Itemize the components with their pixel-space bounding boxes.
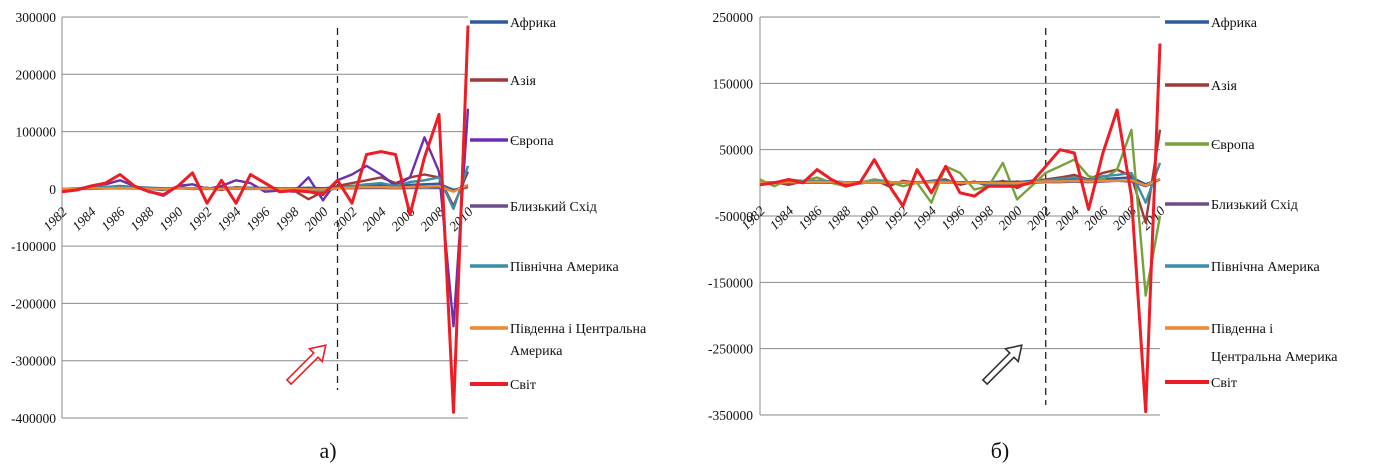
y-tick-label: 200000 <box>16 67 57 82</box>
x-tick-label: 1992 <box>881 203 911 233</box>
series-line-6 <box>759 177 1161 187</box>
x-tick-label: 1984 <box>69 204 99 234</box>
x-tick-label: 2002 <box>1024 203 1054 233</box>
x-tick-label: 2004 <box>359 204 389 234</box>
x-tick-label: 1990 <box>156 204 186 234</box>
legend-label: Південна і <box>1211 322 1273 337</box>
y-tick-label: 0 <box>49 182 56 197</box>
legend-label: Азія <box>1211 79 1238 94</box>
x-tick-label: 2000 <box>301 204 331 234</box>
y-tick-label: -250000 <box>708 342 753 357</box>
y-tick-label: -350000 <box>708 408 753 423</box>
legend-label: Північна Америка <box>1211 260 1321 275</box>
legend-label: Африка <box>1211 16 1258 31</box>
y-tick-label: -300000 <box>11 354 56 369</box>
x-tick-label: 1994 <box>214 204 244 234</box>
x-tick-label: 1998 <box>967 203 997 233</box>
legend-label: Близький Схід <box>1211 198 1298 213</box>
series-line-7 <box>61 25 470 414</box>
x-tick-label: 1988 <box>824 203 854 233</box>
panel-label: а) <box>319 438 336 463</box>
y-tick-label: -100000 <box>11 239 56 254</box>
legend-label: Близький Схід <box>510 200 597 215</box>
legend-label: Світ <box>510 378 536 393</box>
chart-panel-2: 250000 150000 50000 -50000 -150000 -250000 -35… <box>708 10 1338 463</box>
x-tick-label: 1982 <box>40 204 70 234</box>
y-tick-label: -150000 <box>708 275 753 290</box>
legend-label: Африка <box>510 16 557 31</box>
x-tick-label: 1992 <box>185 204 215 234</box>
legend-label: Азія <box>510 74 537 89</box>
x-tick-label: 1996 <box>243 204 273 234</box>
x-tick-label: 1986 <box>98 204 128 234</box>
x-tick-label: 2006 <box>1081 203 1111 233</box>
series-line-7 <box>759 43 1162 414</box>
y-tick-label: -200000 <box>11 296 56 311</box>
arrow-shape <box>285 344 327 386</box>
x-tick-label: 2002 <box>330 204 360 234</box>
y-tick-label: -50000 <box>715 209 753 224</box>
y-tick-label: 300000 <box>16 10 57 25</box>
legend-label: Південна і Центральна <box>510 322 647 337</box>
x-tick-label: 1986 <box>795 203 825 233</box>
legend-label: Європа <box>510 134 554 149</box>
x-tick-label: 2006 <box>388 204 418 234</box>
x-tick-label: 1990 <box>852 203 882 233</box>
x-tick-label: 1998 <box>272 204 302 234</box>
x-tick-label: 2000 <box>995 203 1025 233</box>
legend-label: Північна Америка <box>510 260 620 275</box>
y-tick-label: 150000 <box>713 76 754 91</box>
arrow-shape <box>981 344 1023 386</box>
y-tick-label: 100000 <box>16 125 57 140</box>
x-tick-label: 1984 <box>767 203 797 233</box>
series-line-6 <box>61 183 469 193</box>
y-tick-label: 50000 <box>719 143 753 158</box>
x-tick-label: 1996 <box>938 203 968 233</box>
annotation-arrow <box>285 344 327 386</box>
y-tick-label: 250000 <box>713 10 754 25</box>
x-tick-label: 1982 <box>738 203 768 233</box>
y-tick-label: -400000 <box>11 411 56 426</box>
series-line-3 <box>61 108 470 328</box>
x-tick-label: 1994 <box>910 203 940 233</box>
x-tick-label: 2004 <box>1052 203 1082 233</box>
legend-label: Центральна Америка <box>1211 350 1338 365</box>
panel-label: б) <box>991 438 1010 463</box>
chart-panel-1: 300000 200000 100000 0 -100000 -200000 -300000… <box>11 10 647 463</box>
x-tick-label: 1988 <box>127 204 157 234</box>
legend-label: Європа <box>1211 138 1255 153</box>
legend-label: Америка <box>510 344 563 359</box>
annotation-arrow <box>981 344 1023 386</box>
legend-label: Світ <box>1211 376 1237 391</box>
